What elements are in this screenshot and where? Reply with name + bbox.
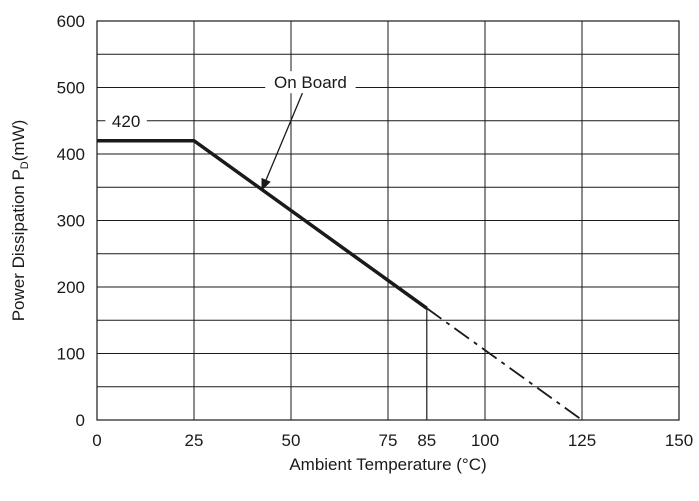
y-axis-label-main: Power Dissipation P: [9, 169, 28, 321]
on-board-annotation: On Board: [274, 73, 347, 92]
x-tick-label: 125: [568, 431, 596, 450]
x-axis-label: Ambient Temperature (°C): [289, 455, 486, 474]
y-tick-label: 500: [57, 79, 85, 98]
y-axis-label-subscript: D: [19, 161, 31, 169]
annotation-arrow: [261, 92, 303, 191]
y-axis-label: Power Dissipation PD(mW): [9, 120, 31, 322]
plot-frame: [96, 20, 680, 421]
y-tick-label: 600: [57, 12, 85, 31]
series-layer: [97, 138, 583, 421]
y-tick-label: 0: [76, 411, 85, 430]
annotation-background: [105, 109, 147, 132]
x-tick-label: 75: [379, 431, 398, 450]
on-board-extrapolated-line: [426, 307, 583, 421]
value-annotation-420: 420: [112, 112, 140, 131]
x-tick-label: 150: [665, 431, 693, 450]
y-axis-label-unit: (mW): [9, 120, 28, 162]
y-tick-label: 300: [57, 212, 85, 231]
grid: [96, 20, 680, 421]
y-tick-label: 100: [57, 345, 85, 364]
x-tick-label: 50: [282, 431, 301, 450]
x-tick-label: 100: [471, 431, 499, 450]
tick-labels: 0 25 50 75 85 100 125 150 0 100 200 300 400 500 600: [57, 12, 694, 450]
on-board-derating-line: [97, 138, 428, 310]
x-tick-label: 0: [92, 431, 101, 450]
y-tick-label: 200: [57, 278, 85, 297]
y-tick-label: 400: [57, 145, 85, 164]
annotation-layer: 420 On Board: [105, 71, 356, 191]
annotation-background: [265, 71, 356, 94]
x-tick-label: 25: [185, 431, 204, 450]
x-tick-label: 85: [417, 431, 436, 450]
